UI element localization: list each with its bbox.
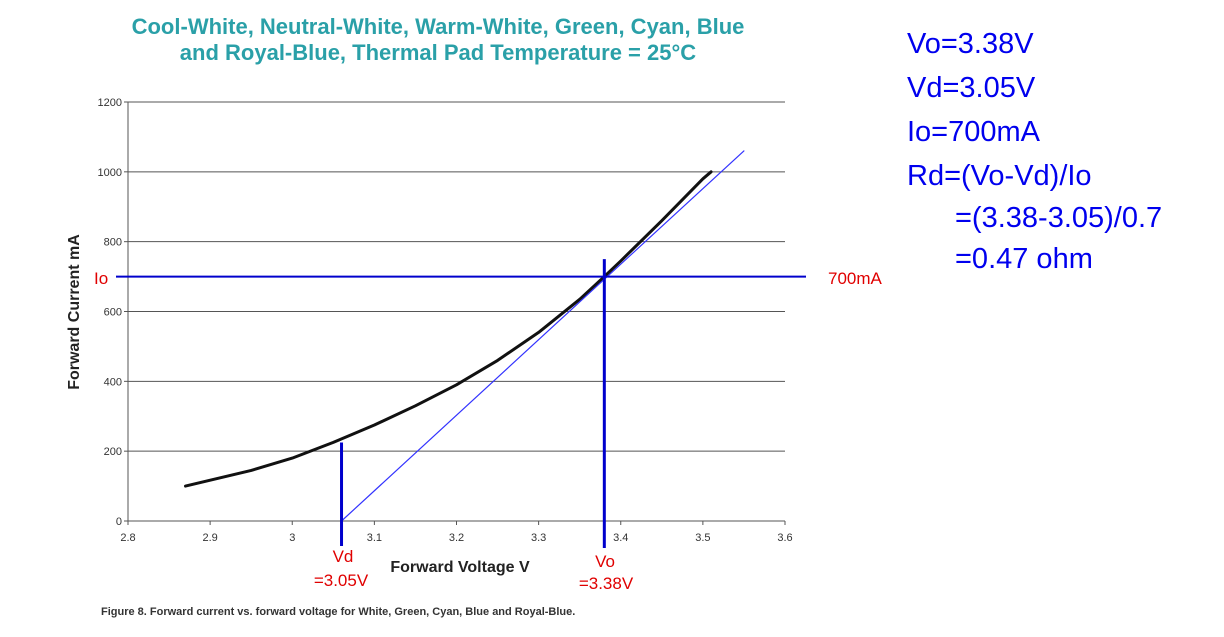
calc-line-vo: Vo=3.38V — [907, 28, 1034, 60]
annotations — [116, 259, 806, 548]
calc-line-vd: Vd=3.05V — [907, 72, 1036, 104]
x-tick-label: 2.8 — [120, 532, 135, 544]
figure-caption: Figure 8. Forward current vs. forward vo… — [101, 606, 575, 618]
chart-title-line-2: and Royal-Blue, Thermal Pad Temperature … — [180, 40, 696, 65]
io-label: Io — [94, 269, 108, 288]
x-tick-label: 3.3 — [531, 532, 546, 544]
x-tick-label: 2.9 — [202, 532, 217, 544]
calc-line-substitution: =(3.38-3.05)/0.7 — [955, 202, 1162, 234]
y-axis-title: Forward Current mA — [66, 234, 83, 390]
vo-label: Vo — [595, 552, 615, 571]
y-tick-label: 0 — [116, 516, 122, 528]
x-tick-label: 3.6 — [777, 532, 792, 544]
y-tick-label: 1000 — [98, 167, 122, 179]
calc-line-io: Io=700mA — [907, 116, 1041, 148]
y-tick-label: 600 — [104, 307, 122, 319]
vd-value-label: =3.05V — [314, 571, 369, 590]
iv-curve-line — [184, 170, 713, 488]
series — [184, 150, 745, 522]
vo-value-label: =3.38V — [579, 574, 634, 593]
x-axis-title: Forward Voltage V — [390, 559, 530, 576]
y-tick-label: 1200 — [98, 97, 122, 109]
x-tick-label: 3.1 — [367, 532, 382, 544]
y-tick-label: 800 — [104, 237, 122, 249]
io-value-label: 700mA — [828, 269, 883, 288]
vd-label: Vd — [333, 547, 354, 566]
x-tick-label: 3.5 — [695, 532, 710, 544]
y-tick-label: 200 — [104, 446, 122, 458]
tangent-line — [340, 150, 745, 522]
calc-line-rd: Rd=(Vo-Vd)/Io — [907, 160, 1092, 192]
chart-title-line-1: Cool-White, Neutral-White, Warm-White, G… — [132, 14, 745, 39]
x-tick-label: 3.2 — [449, 532, 464, 544]
x-tick-label: 3.4 — [613, 532, 628, 544]
x-tick-label: 3 — [289, 532, 295, 544]
tick-labels: 0 200 400 600 800 1000 1200 2.8 2.9 3 3.1 3.2 3.3 3.4… — [98, 97, 793, 544]
y-tick-label: 400 — [104, 376, 122, 388]
calc-line-result: =0.47 ohm — [955, 243, 1093, 275]
grid — [124, 101, 786, 525]
